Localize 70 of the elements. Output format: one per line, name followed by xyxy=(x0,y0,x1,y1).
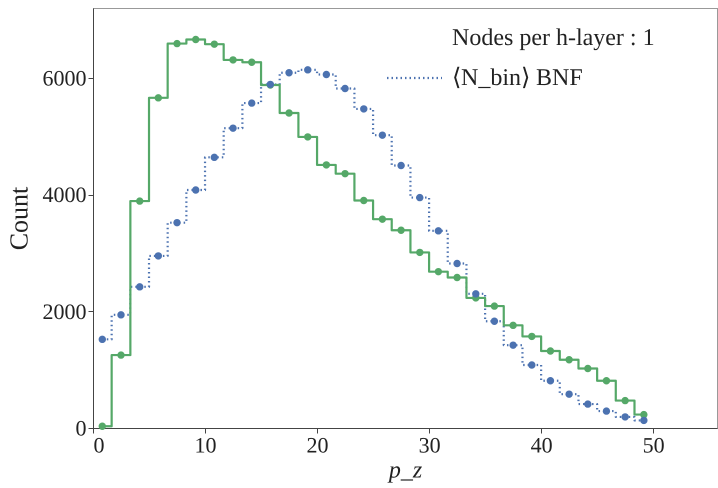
point xyxy=(248,99,256,107)
point xyxy=(322,161,330,169)
point xyxy=(621,396,629,404)
point xyxy=(602,407,610,415)
point xyxy=(397,226,405,234)
x-tick-label: 0 xyxy=(94,432,104,458)
y-tick-label: 0 xyxy=(76,416,86,440)
point xyxy=(229,124,237,132)
point xyxy=(584,364,592,372)
point xyxy=(490,302,498,310)
point xyxy=(117,351,125,359)
point xyxy=(210,154,218,162)
point xyxy=(304,66,312,74)
y-tick-label: 4000 xyxy=(42,182,86,208)
point xyxy=(490,318,498,325)
point xyxy=(136,197,144,205)
point xyxy=(397,162,405,170)
x-axis-title: p_z xyxy=(386,458,423,484)
point xyxy=(434,268,442,276)
x-tick-label: 50 xyxy=(642,432,665,458)
point xyxy=(360,196,368,204)
point xyxy=(173,218,181,226)
point xyxy=(546,377,554,384)
point xyxy=(565,390,573,398)
legend-label: ⟨N_bin⟩ BNF xyxy=(452,65,583,91)
point xyxy=(453,260,461,268)
point xyxy=(229,56,237,64)
point xyxy=(117,311,125,319)
point xyxy=(378,131,386,139)
point xyxy=(173,40,181,48)
point xyxy=(416,194,424,202)
point xyxy=(602,377,610,384)
legend-title: Nodes per h-layer : 1 xyxy=(452,25,655,51)
point xyxy=(285,109,293,117)
point xyxy=(248,58,256,66)
point xyxy=(565,356,573,364)
x-tick-label: 30 xyxy=(418,432,441,458)
point xyxy=(434,227,442,235)
point xyxy=(509,322,517,330)
point xyxy=(304,133,312,141)
point xyxy=(341,170,349,178)
point xyxy=(416,248,424,256)
point xyxy=(154,252,162,260)
point xyxy=(528,332,536,340)
point xyxy=(640,416,648,424)
x-tick-label: 40 xyxy=(530,432,553,458)
x-tick-label: 10 xyxy=(194,432,217,458)
point xyxy=(621,413,629,421)
point xyxy=(453,274,461,282)
x-tick-label: 20 xyxy=(306,432,329,458)
y-axis-title: Count xyxy=(4,186,34,250)
point xyxy=(210,40,218,48)
point xyxy=(192,36,200,44)
y-tick-label: 6000 xyxy=(42,66,86,90)
point xyxy=(546,347,554,355)
point xyxy=(509,341,517,349)
point xyxy=(98,336,106,344)
point xyxy=(360,105,368,113)
point xyxy=(136,283,144,291)
point xyxy=(322,70,330,78)
point xyxy=(154,94,162,102)
y-tick-label: 2000 xyxy=(42,298,86,324)
point xyxy=(378,215,386,223)
point xyxy=(341,84,349,92)
point xyxy=(285,69,293,76)
point xyxy=(98,422,106,430)
point xyxy=(584,400,592,408)
point xyxy=(528,361,536,369)
point xyxy=(472,290,480,298)
point xyxy=(192,186,200,194)
